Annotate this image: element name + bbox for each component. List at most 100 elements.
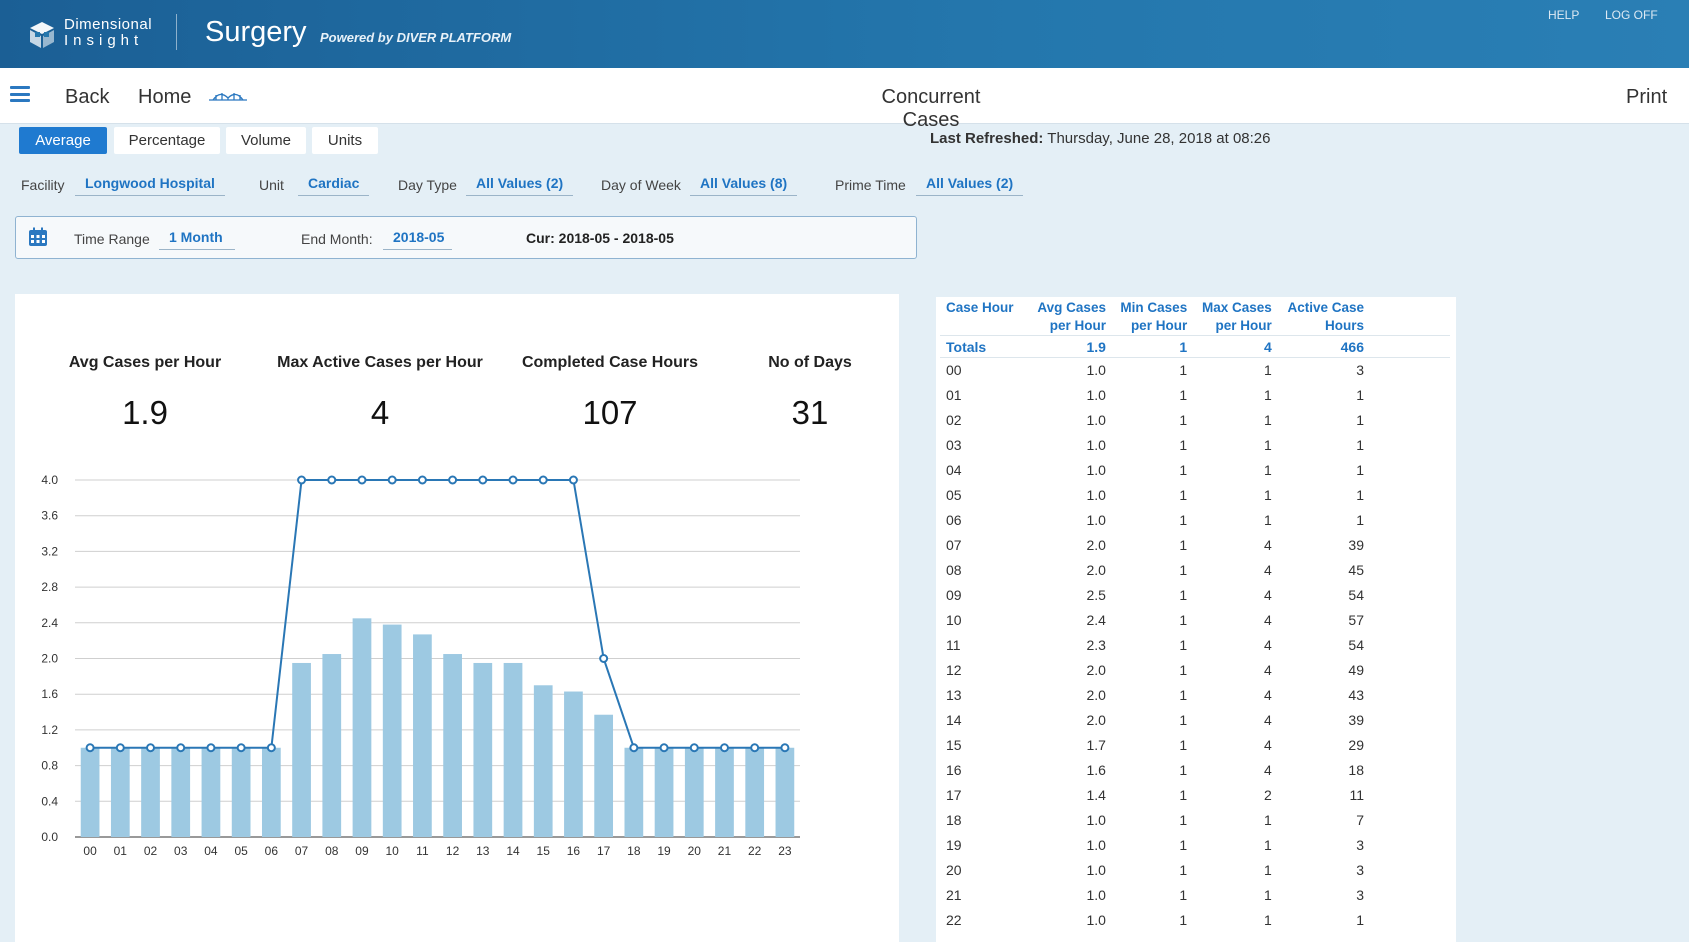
col-header-text: per Hour — [1215, 318, 1272, 333]
table-cell: 3 — [1356, 362, 1364, 379]
x-tick-label: 06 — [265, 844, 279, 858]
x-tick-label: 11 — [416, 844, 429, 858]
col-header-avg-cases[interactable]: Avg Cases per Hour — [1029, 297, 1112, 336]
table-cell: 13 — [946, 687, 962, 703]
table-row[interactable]: 16 1.6 1 4 18 — [940, 758, 1450, 783]
x-tick-label: 04 — [204, 844, 218, 858]
table-cell: 18 — [946, 812, 962, 828]
table-cell — [1370, 458, 1450, 483]
calendar-icon[interactable] — [28, 227, 48, 247]
home-button[interactable]: Home — [138, 86, 192, 108]
col-header-text: Case Hour — [946, 300, 1014, 315]
table-cell: 1.0 — [1086, 912, 1106, 928]
table-row[interactable]: 05 1.0 1 1 1 — [940, 483, 1450, 508]
table-cell: 57 — [1348, 612, 1364, 628]
table-cell: 1 — [1264, 412, 1272, 428]
col-header-active-case-hours[interactable]: Active Case Hours — [1278, 297, 1370, 336]
table-cell: 22 — [946, 912, 962, 928]
table-row[interactable]: 12 2.0 1 4 49 — [940, 658, 1450, 683]
x-tick-label: 17 — [597, 844, 611, 858]
col-header-case-hour[interactable]: Case Hour — [940, 297, 1029, 336]
table-row[interactable]: 14 2.0 1 4 39 — [940, 708, 1450, 733]
table-cell — [1370, 808, 1450, 833]
max-cases-point-23 — [780, 743, 790, 753]
table-row[interactable]: 20 1.0 1 1 3 — [940, 858, 1450, 883]
table-row[interactable]: 17 1.4 1 2 11 — [940, 783, 1450, 808]
table-row[interactable]: 07 2.0 1 4 39 — [940, 533, 1450, 558]
kpi-avg-cases-value: 1.9 — [122, 394, 168, 431]
dimensional-insight-logo[interactable]: Dimensional Insight — [26, 16, 156, 52]
table-cell: 1 — [1264, 512, 1272, 528]
table-row[interactable]: 04 1.0 1 1 1 — [940, 458, 1450, 483]
table-cell: 2.5 — [1086, 587, 1106, 603]
bridge-icon[interactable] — [208, 88, 248, 104]
table-row[interactable]: 03 1.0 1 1 1 — [940, 433, 1450, 458]
max-cases-point-06 — [266, 743, 276, 753]
table-cell — [1370, 908, 1450, 933]
table-row[interactable]: 10 2.4 1 4 57 — [940, 608, 1450, 633]
back-button[interactable]: Back — [65, 86, 110, 108]
end-month-label: End Month: — [301, 231, 373, 247]
tab-units[interactable]: Units — [312, 127, 378, 154]
max-cases-point-19 — [659, 743, 669, 753]
day-of-week-dropdown[interactable]: All Values (8) — [690, 175, 798, 196]
bar-avg-cases-23 — [775, 747, 795, 837]
table-cell: 06 — [946, 512, 962, 528]
tab-volume[interactable]: Volume — [226, 127, 306, 154]
time-range-dropdown[interactable]: 1 Month — [159, 229, 235, 250]
end-month-dropdown[interactable]: 2018-05 — [383, 229, 453, 250]
prime-time-dropdown[interactable]: All Values (2) — [916, 175, 1024, 196]
table-row[interactable]: 06 1.0 1 1 1 — [940, 508, 1450, 533]
tab-percentage[interactable]: Percentage — [114, 127, 220, 154]
table-row[interactable]: 02 1.0 1 1 1 — [940, 408, 1450, 433]
bar-avg-cases-08 — [322, 654, 342, 837]
table-row[interactable]: 19 1.0 1 1 3 — [940, 833, 1450, 858]
table-cell: 03 — [946, 437, 962, 453]
x-tick-label: 02 — [144, 844, 158, 858]
table-cell: Totals — [940, 335, 1029, 358]
col-header-max-cases[interactable]: Max Cases per Hour — [1193, 297, 1278, 336]
unit-label: Unit — [259, 177, 284, 193]
table-row[interactable]: 21 1.0 1 1 3 — [940, 883, 1450, 908]
max-cases-point-15 — [538, 475, 548, 485]
table-cell — [1370, 383, 1450, 408]
table-cell: 1 — [1356, 462, 1364, 478]
table-cell: 1 — [1179, 812, 1188, 828]
table-cell: 4 — [1264, 562, 1272, 578]
table-row[interactable]: 15 1.7 1 4 29 — [940, 733, 1450, 758]
bar-avg-cases-05 — [231, 747, 251, 837]
logoff-link[interactable]: LOG OFF — [1605, 8, 1658, 22]
x-tick-label: 07 — [295, 844, 309, 858]
help-link[interactable]: HELP — [1548, 8, 1580, 22]
table-row[interactable]: 08 2.0 1 4 45 — [940, 558, 1450, 583]
table-cell: 10 — [946, 612, 962, 628]
table-row[interactable]: 11 2.3 1 4 54 — [940, 633, 1450, 658]
x-tick-label: 18 — [627, 844, 641, 858]
table-cell: 39 — [1348, 712, 1364, 728]
table-cell: 1 — [1264, 837, 1272, 853]
table-row[interactable]: 22 1.0 1 1 1 — [940, 908, 1450, 933]
day-of-week-label: Day of Week — [601, 177, 681, 193]
table-row[interactable]: 00 1.0 1 1 3 — [940, 358, 1450, 383]
max-cases-point-12 — [448, 475, 458, 485]
table-cell: 2.0 — [1086, 712, 1106, 728]
tab-average[interactable]: Average — [19, 127, 107, 154]
hamburger-menu-icon[interactable] — [10, 86, 30, 102]
table-row[interactable]: 09 2.5 1 4 54 — [940, 583, 1450, 608]
facility-dropdown[interactable]: Longwood Hospital — [75, 175, 225, 196]
col-header-min-cases[interactable]: Min Cases per Hour — [1112, 297, 1193, 336]
table-row[interactable]: 18 1.0 1 1 7 — [940, 808, 1450, 833]
table-cell — [1370, 533, 1450, 558]
kpi-no-of-days-value: 31 — [791, 394, 829, 431]
table-cell: 1.6 — [1086, 762, 1106, 778]
print-button[interactable]: Print — [1626, 86, 1668, 108]
table-cell — [1370, 335, 1450, 358]
unit-dropdown[interactable]: Cardiac — [298, 175, 370, 196]
day-type-dropdown[interactable]: All Values (2) — [466, 175, 574, 196]
table-cell: 2 — [1264, 787, 1272, 803]
table-row[interactable]: 01 1.0 1 1 1 — [940, 383, 1450, 408]
table-cell: 4 — [1264, 662, 1272, 678]
table-cell: 4 — [1193, 335, 1278, 358]
table-row[interactable]: 13 2.0 1 4 43 — [940, 683, 1450, 708]
table-cell: 1 — [1356, 487, 1364, 503]
